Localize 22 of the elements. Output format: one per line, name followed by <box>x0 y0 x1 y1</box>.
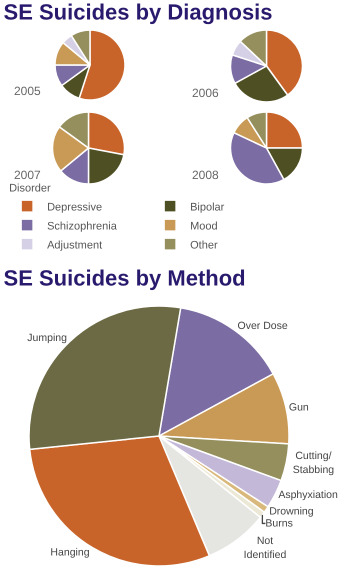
legend-title: Disorder <box>9 182 52 195</box>
slice-label: Cutting/ Stabbing <box>292 450 334 476</box>
slice-label: Burns <box>265 517 293 530</box>
slice-label: Hanging <box>50 546 90 558</box>
slice-label: Not Identified <box>244 535 286 561</box>
text: 2008 <box>192 168 220 182</box>
slice-label: Gun <box>288 401 309 414</box>
legend-label: Schizophrenia <box>47 220 118 232</box>
legend-label: Depressive <box>47 201 102 214</box>
slice-label: Over Dose <box>238 320 288 332</box>
text: 2007 <box>14 168 42 182</box>
legend-label: Bipolar <box>190 201 225 214</box>
slice-label: Drowning <box>269 505 314 518</box>
text: 2005 <box>14 84 42 98</box>
chart-title: SE Suicides by Method <box>4 265 246 290</box>
legend-label: Adjustment <box>47 239 102 252</box>
legend-label: Mood <box>190 220 218 232</box>
slice-label: Jumping <box>27 332 68 344</box>
legend-label: Other <box>190 239 218 252</box>
slice-label: Asphyxiation <box>278 489 338 502</box>
chart-title: SE Suicides by Diagnosis <box>4 0 273 24</box>
text: 2006 <box>192 86 220 100</box>
